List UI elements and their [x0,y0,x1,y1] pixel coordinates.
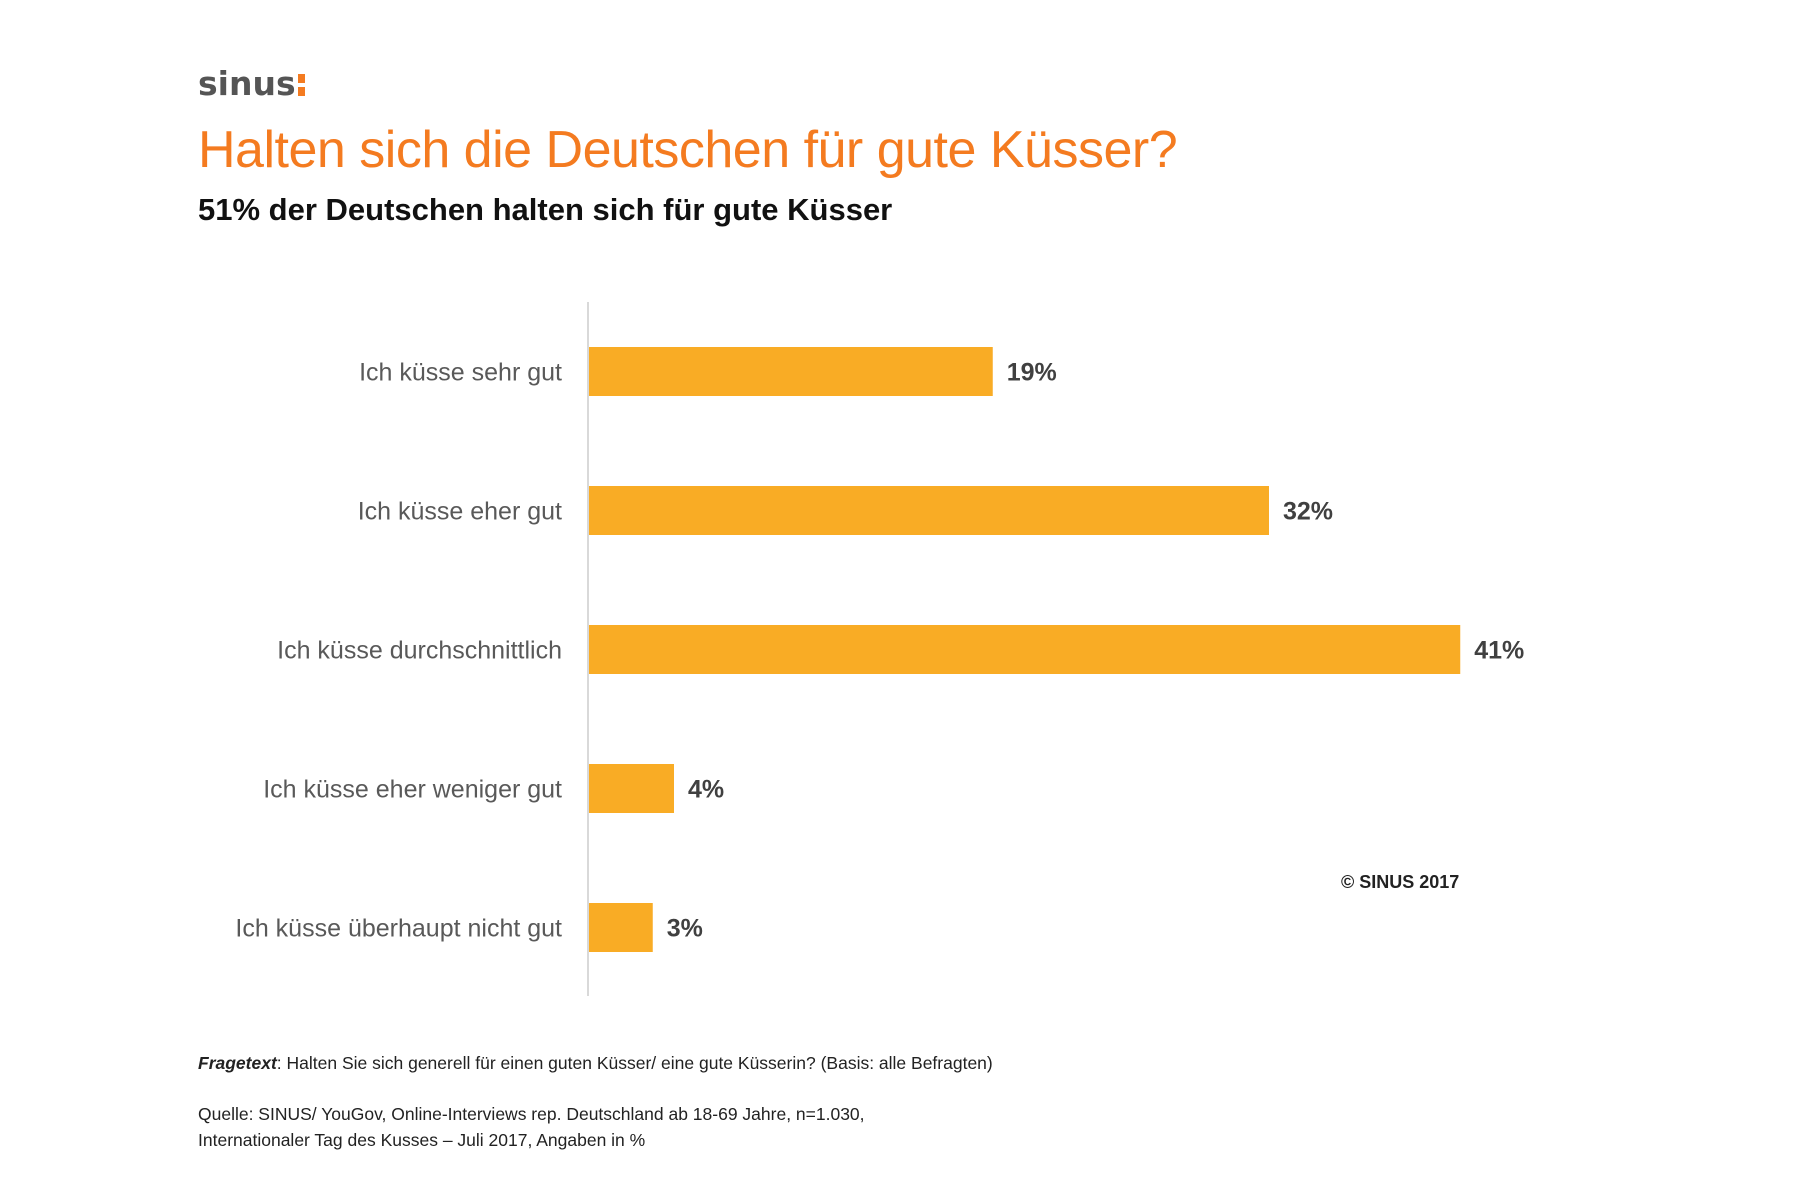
bars-group [589,347,1461,952]
chart-subtitle: 51% der Deutschen halten sich für gute K… [198,192,893,227]
value-label: 19% [1007,359,1057,387]
bar-4 [589,903,653,952]
bar-1 [589,486,1269,535]
question-footnote: Fragetext: Halten Sie sich generell für … [198,1053,993,1074]
logo-text: sinus [198,64,296,103]
category-label: Ich küsse durchschnittlich [277,637,562,665]
sinus-logo: sinus [198,64,305,104]
value-label: 4% [688,776,724,804]
category-label: Ich küsse überhaupt nicht gut [235,915,562,943]
category-labels-group: Ich küsse sehr gut Ich küsse eher gut Ich … [235,359,562,943]
question-label: Fragetext [198,1053,277,1073]
bar-2 [589,625,1461,674]
bar-3 [589,764,674,813]
value-label: 32% [1283,498,1333,526]
colon-mark-icon [297,74,305,96]
value-label: 41% [1474,637,1524,665]
category-label: Ich küsse eher gut [358,498,562,526]
value-labels-group: 19% 32% 41% 4% 3% [667,359,1525,943]
category-label: Ich küsse eher weniger gut [263,776,562,804]
copyright-note: © SINUS 2017 [1341,872,1460,892]
source-line-2: Internationaler Tag des Kusses – Juli 20… [198,1130,646,1150]
chart-title: Halten sich die Deutschen für gute Küsse… [198,121,1178,179]
source-line-1: Quelle: SINUS/ YouGov, Online-Interviews… [198,1104,865,1124]
category-label: Ich küsse sehr gut [359,359,562,387]
question-text: : Halten Sie sich generell für einen gut… [276,1053,993,1073]
bar-0 [589,347,993,396]
value-label: 3% [667,915,703,943]
